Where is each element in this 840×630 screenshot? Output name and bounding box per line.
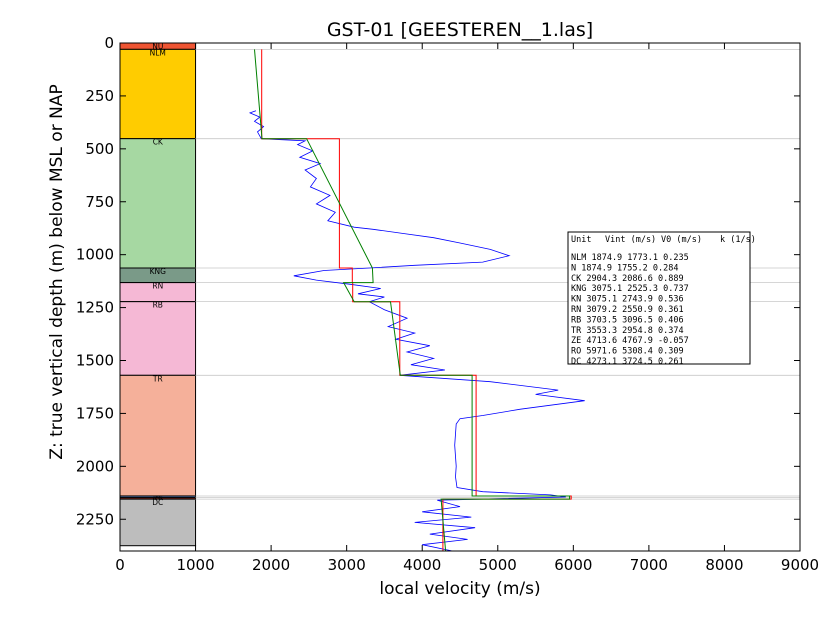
plot-area: NUNLMCKKNGRNRBTRZERODC010002000300040005… xyxy=(76,34,819,574)
x-tick-label: 4000 xyxy=(403,556,441,574)
unit-label-dc: DC xyxy=(152,498,163,507)
unit-label-rb: RB xyxy=(153,301,163,310)
unit-label-tr: TR xyxy=(152,374,163,383)
y-tick-label: 500 xyxy=(85,140,114,158)
legend-row: RN 3079.2 2550.9 0.361 xyxy=(571,305,684,315)
unit-block-rb xyxy=(119,301,197,376)
y-tick-label: 1000 xyxy=(76,246,114,264)
legend-row: TR 3553.3 2954.8 0.374 xyxy=(571,326,684,336)
y-tick-label: 2000 xyxy=(76,457,114,475)
legend-row: N 1874.9 1755.2 0.284 xyxy=(571,263,678,273)
y-axis-label: Z: true vertical depth (m) below MSL or … xyxy=(47,84,67,459)
x-axis-label: local velocity (m/s) xyxy=(379,579,540,599)
legend-row: DC 4273.1 3724.5 0.261 xyxy=(571,357,684,367)
legend-row: NLM 1874.9 1773.1 0.235 xyxy=(571,253,689,263)
y-tick-label: 250 xyxy=(85,87,114,105)
unit-block-tr xyxy=(119,374,197,497)
y-tick-label: 750 xyxy=(85,193,114,211)
legend-row: KN 3075.1 2743.9 0.536 xyxy=(571,295,684,305)
unit-block-ck xyxy=(119,138,197,269)
y-tick-label: 1500 xyxy=(76,352,114,370)
legend-box xyxy=(567,231,751,365)
series-line-1 xyxy=(248,110,585,552)
chart-title: GST-01 [GEESTEREN__1.las] xyxy=(327,19,593,41)
legend-row: ZE 4713.6 4767.9 -0.057 xyxy=(571,336,689,346)
x-tick-label: 1000 xyxy=(176,556,214,574)
x-tick-label: 3000 xyxy=(328,556,366,574)
unit-label-rn: RN xyxy=(152,282,163,291)
plot-frame xyxy=(119,42,801,552)
unit-label-ck: CK xyxy=(153,138,164,147)
y-tick-label: 0 xyxy=(104,34,114,52)
legend-header-cell: k (1/s) xyxy=(720,235,756,245)
unit-label-nu: NU xyxy=(152,42,163,51)
unit-block-dc xyxy=(119,498,197,547)
legend-row: CK 2904.3 2086.6 0.889 xyxy=(571,274,684,284)
legend-row: KNG 3075.1 2525.3 0.737 xyxy=(571,284,689,294)
series-line-2 xyxy=(261,49,572,551)
x-tick-label: 7000 xyxy=(630,556,668,574)
legend-row: RO 5971.6 5308.4 0.309 xyxy=(571,347,684,357)
x-tick-label: 6000 xyxy=(554,556,592,574)
x-tick-label: 9000 xyxy=(781,556,819,574)
legend-row: RB 3703.5 3096.5 0.406 xyxy=(571,315,684,325)
legend-header-cell: Vint (m/s) xyxy=(605,235,656,245)
y-tick-label: 1750 xyxy=(76,404,114,422)
unit-label-nlm: NLM xyxy=(150,48,166,57)
x-tick-label: 0 xyxy=(115,556,125,574)
x-tick-label: 2000 xyxy=(252,556,290,574)
unit-block-nlm xyxy=(119,48,197,140)
y-tick-label: 2250 xyxy=(76,510,114,528)
series-line-3 xyxy=(254,49,571,552)
unit-label-kng: KNG xyxy=(150,267,167,276)
legend-header-cell: V0 (m/s) xyxy=(661,235,702,245)
y-tick-label: 1250 xyxy=(76,299,114,317)
legend-header-cell: Unit xyxy=(571,235,591,245)
x-tick-label: 5000 xyxy=(479,556,517,574)
x-tick-label: 8000 xyxy=(705,556,743,574)
